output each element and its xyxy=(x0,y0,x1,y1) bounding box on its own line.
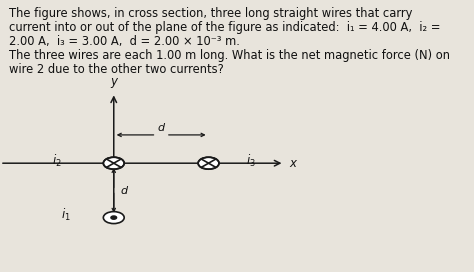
Text: current into or out of the plane of the figure as indicated:  i₁ = 4.00 A,  i₂ =: current into or out of the plane of the … xyxy=(9,21,440,34)
Circle shape xyxy=(103,157,124,169)
Text: y: y xyxy=(110,75,117,88)
Text: 2.00 A,  i₃ = 3.00 A,  d = 2.00 × 10⁻³ m.: 2.00 A, i₃ = 3.00 A, d = 2.00 × 10⁻³ m. xyxy=(9,35,239,48)
Text: $d$: $d$ xyxy=(120,184,129,196)
Text: $d$: $d$ xyxy=(156,121,166,133)
Text: $i_2$: $i_2$ xyxy=(52,152,62,169)
Text: The figure shows, in cross section, three long straight wires that carry: The figure shows, in cross section, thre… xyxy=(9,7,412,20)
Text: $i_3$: $i_3$ xyxy=(246,152,256,169)
Circle shape xyxy=(198,157,219,169)
Text: wire 2 due to the other two currents?: wire 2 due to the other two currents? xyxy=(9,63,223,76)
Circle shape xyxy=(111,216,117,219)
Text: x: x xyxy=(289,157,296,170)
Circle shape xyxy=(103,212,124,224)
Text: The three wires are each 1.00 m long. What is the net magnetic force (N) on: The three wires are each 1.00 m long. Wh… xyxy=(9,49,449,62)
Text: $i_1$: $i_1$ xyxy=(62,207,71,223)
